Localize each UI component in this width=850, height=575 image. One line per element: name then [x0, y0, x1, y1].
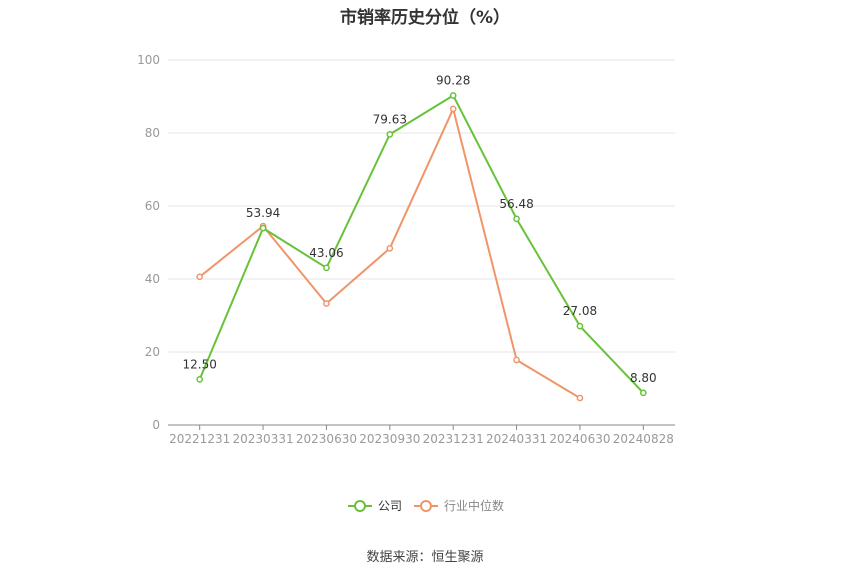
data-point — [323, 300, 330, 307]
data-point — [323, 264, 330, 272]
data-label: 90.28 — [436, 73, 470, 87]
x-tick-label: 20230930 — [359, 432, 420, 446]
data-label: 8.80 — [630, 371, 657, 385]
series-line-company — [198, 94, 645, 394]
data-point — [639, 389, 647, 397]
data-label: 79.63 — [373, 112, 407, 126]
data-point — [576, 394, 584, 402]
x-tick-label: 20240630 — [549, 432, 610, 446]
legend-label-industry-median: 行业中位数 — [444, 498, 504, 513]
y-tick-label: 60 — [145, 199, 160, 213]
legend-marker-company — [354, 500, 366, 512]
data-point — [386, 244, 394, 252]
x-tick-label: 20240828 — [613, 432, 674, 446]
legend-marker-industry-median — [420, 500, 432, 512]
y-tick-label: 100 — [137, 53, 160, 67]
y-tick-label: 80 — [145, 126, 160, 140]
data-source: 数据来源：恒生聚源 — [366, 550, 484, 565]
data-label: 53.94 — [246, 206, 280, 220]
x-tick-label: 20240331 — [486, 432, 547, 446]
data-point — [196, 376, 204, 383]
legend-label-company: 公司 — [378, 499, 402, 513]
data-point — [449, 92, 457, 99]
data-label: 43.06 — [309, 246, 343, 260]
y-tick-label: 40 — [145, 272, 160, 286]
x-tick-label: 20230331 — [233, 432, 294, 446]
data-label: 27.08 — [563, 304, 597, 318]
data-label: 12.50 — [183, 357, 217, 371]
data-point — [576, 322, 584, 330]
series-line-industry-median — [199, 107, 581, 399]
y-tick-label: 0 — [152, 418, 160, 432]
chart-title: 市销率历史分位（%） — [339, 8, 511, 28]
x-tick-label: 20231231 — [423, 432, 484, 446]
data-point — [513, 215, 520, 223]
data-point — [513, 356, 520, 364]
data-point — [196, 273, 204, 281]
x-tick-label: 20221231 — [169, 432, 230, 446]
data-point — [449, 105, 457, 113]
x-tick-label: 20230630 — [296, 432, 357, 446]
data-point — [259, 224, 267, 232]
y-tick-label: 20 — [145, 345, 160, 359]
data-label: 56.48 — [499, 197, 533, 211]
data-point — [386, 131, 394, 138]
